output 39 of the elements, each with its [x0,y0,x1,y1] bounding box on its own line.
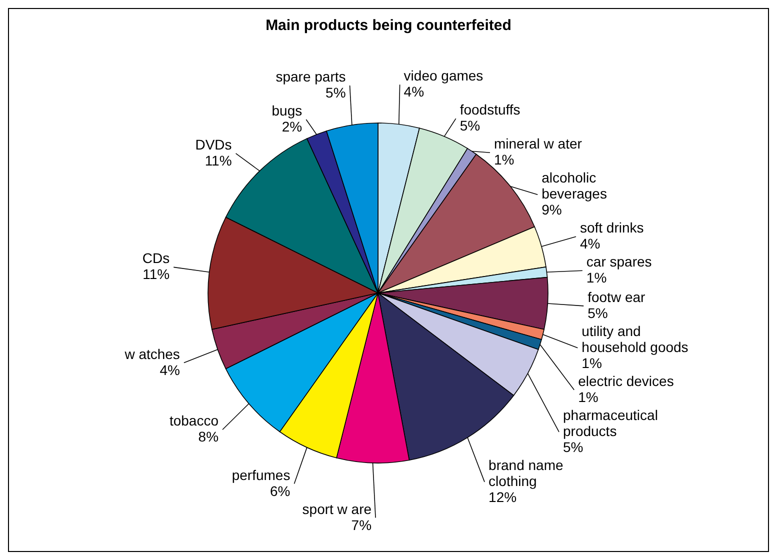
data-label: 1% [586,270,607,286]
slice-label: mineral w ater [494,136,582,152]
slice-label: brand name clothing [488,456,564,489]
slice-label: video games [404,68,484,84]
slice-label: perfumes [232,466,290,483]
data-label: 1% [578,388,598,405]
data-label: 11% [204,152,232,168]
slice-label: soft drinks [580,220,644,236]
slice-label: DVDs [195,136,232,152]
data-label: 1% [582,354,602,371]
slice-label: footw ear [588,288,646,305]
data-label: 11% [142,266,170,282]
data-label: 5% [326,84,346,100]
data-label: 4% [160,362,180,378]
slice-label: tobacco [169,412,219,429]
data-label: 1% [494,152,514,168]
slice-label: electric devices [578,372,674,389]
slice-label: pharmaceutical products [563,406,658,439]
chart-title: Main products being counterfeited [266,17,512,34]
data-label: 2% [282,118,302,134]
slice-label: spare parts [276,68,346,84]
data-label: 4% [404,84,424,100]
data-label: 7% [351,516,372,533]
slice-label: utility and household goods [582,322,688,355]
slice-label: CDs [142,250,170,266]
slice-label: car spares [586,254,652,270]
data-label: 8% [198,428,219,445]
data-label: 5% [588,304,608,321]
data-label: 4% [580,236,600,252]
data-label: 12% [488,488,517,505]
data-label: 5% [460,118,480,134]
data-label: 5% [563,438,584,455]
slice-label: foodstuffs [460,102,520,118]
data-label: 9% [542,202,562,218]
slice-label: sport w are [302,500,372,517]
slice-label: alcoholic beverages [542,170,607,202]
slice-label: w atches [124,346,180,362]
slice-label: bugs [272,102,302,118]
data-label: 6% [270,482,290,499]
